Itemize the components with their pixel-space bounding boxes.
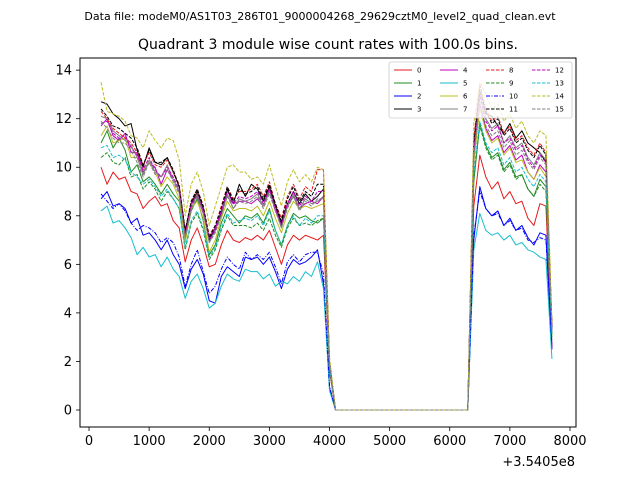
x-tick-label: 2000 [193,434,226,449]
legend-label-11: 11 [509,106,518,114]
y-tick-label: 4 [64,306,72,321]
y-tick-label: 14 [55,64,72,79]
x-tick-label: 5000 [373,434,406,449]
series-line-8 [100,84,553,411]
axes-frame [79,57,577,428]
x-tick-label: 8000 [553,434,586,449]
legend-label-1: 1 [417,80,421,88]
series-line-14 [100,81,553,411]
legend-label-6: 6 [463,93,468,101]
x-axis-offset-label: +3.5405e8 [502,455,575,470]
y-tick-label: 6 [64,258,72,273]
legend-label-3: 3 [417,106,421,114]
series-line-15 [100,101,553,411]
legend-label-7: 7 [463,106,467,114]
legend-label-12: 12 [555,67,564,75]
y-tick-label: 0 [64,404,72,419]
chart-title: Quadrant 3 module wise count rates with … [138,37,518,53]
x-tick-label: 3000 [253,434,286,449]
plot-lines [100,81,553,411]
x-tick-label: 0 [85,434,93,449]
legend-label-4: 4 [463,67,468,75]
legend-label-0: 0 [417,67,421,75]
legend-box [388,61,573,119]
legend-label-15: 15 [555,106,564,114]
legend-label-10: 10 [509,93,518,101]
y-tick-label: 2 [64,355,72,370]
legend-label-2: 2 [417,93,421,101]
x-tick-label: 1000 [133,434,166,449]
y-tick-label: 12 [55,112,72,127]
legend-label-9: 9 [509,80,513,88]
series-line-10 [100,191,553,411]
x-tick-label: 6000 [433,434,466,449]
series-line-5 [100,205,553,411]
y-tick-label: 10 [55,161,72,176]
legend-label-14: 14 [555,93,564,101]
legend-label-8: 8 [509,67,513,75]
x-axis: 0 1000 2000 3000 4000 5000 6000 7000 8000 [85,427,587,449]
y-axis: 0 2 4 6 8 10 12 14 [55,64,80,419]
x-tick-label: 7000 [493,434,526,449]
x-tick-label: 4000 [313,434,346,449]
legend-label-13: 13 [555,80,564,88]
figure-suptitle: Data file: modeM0/AS1T03_286T01_90000042… [84,10,556,23]
legend-label-5: 5 [463,80,467,88]
y-tick-label: 8 [64,209,72,224]
